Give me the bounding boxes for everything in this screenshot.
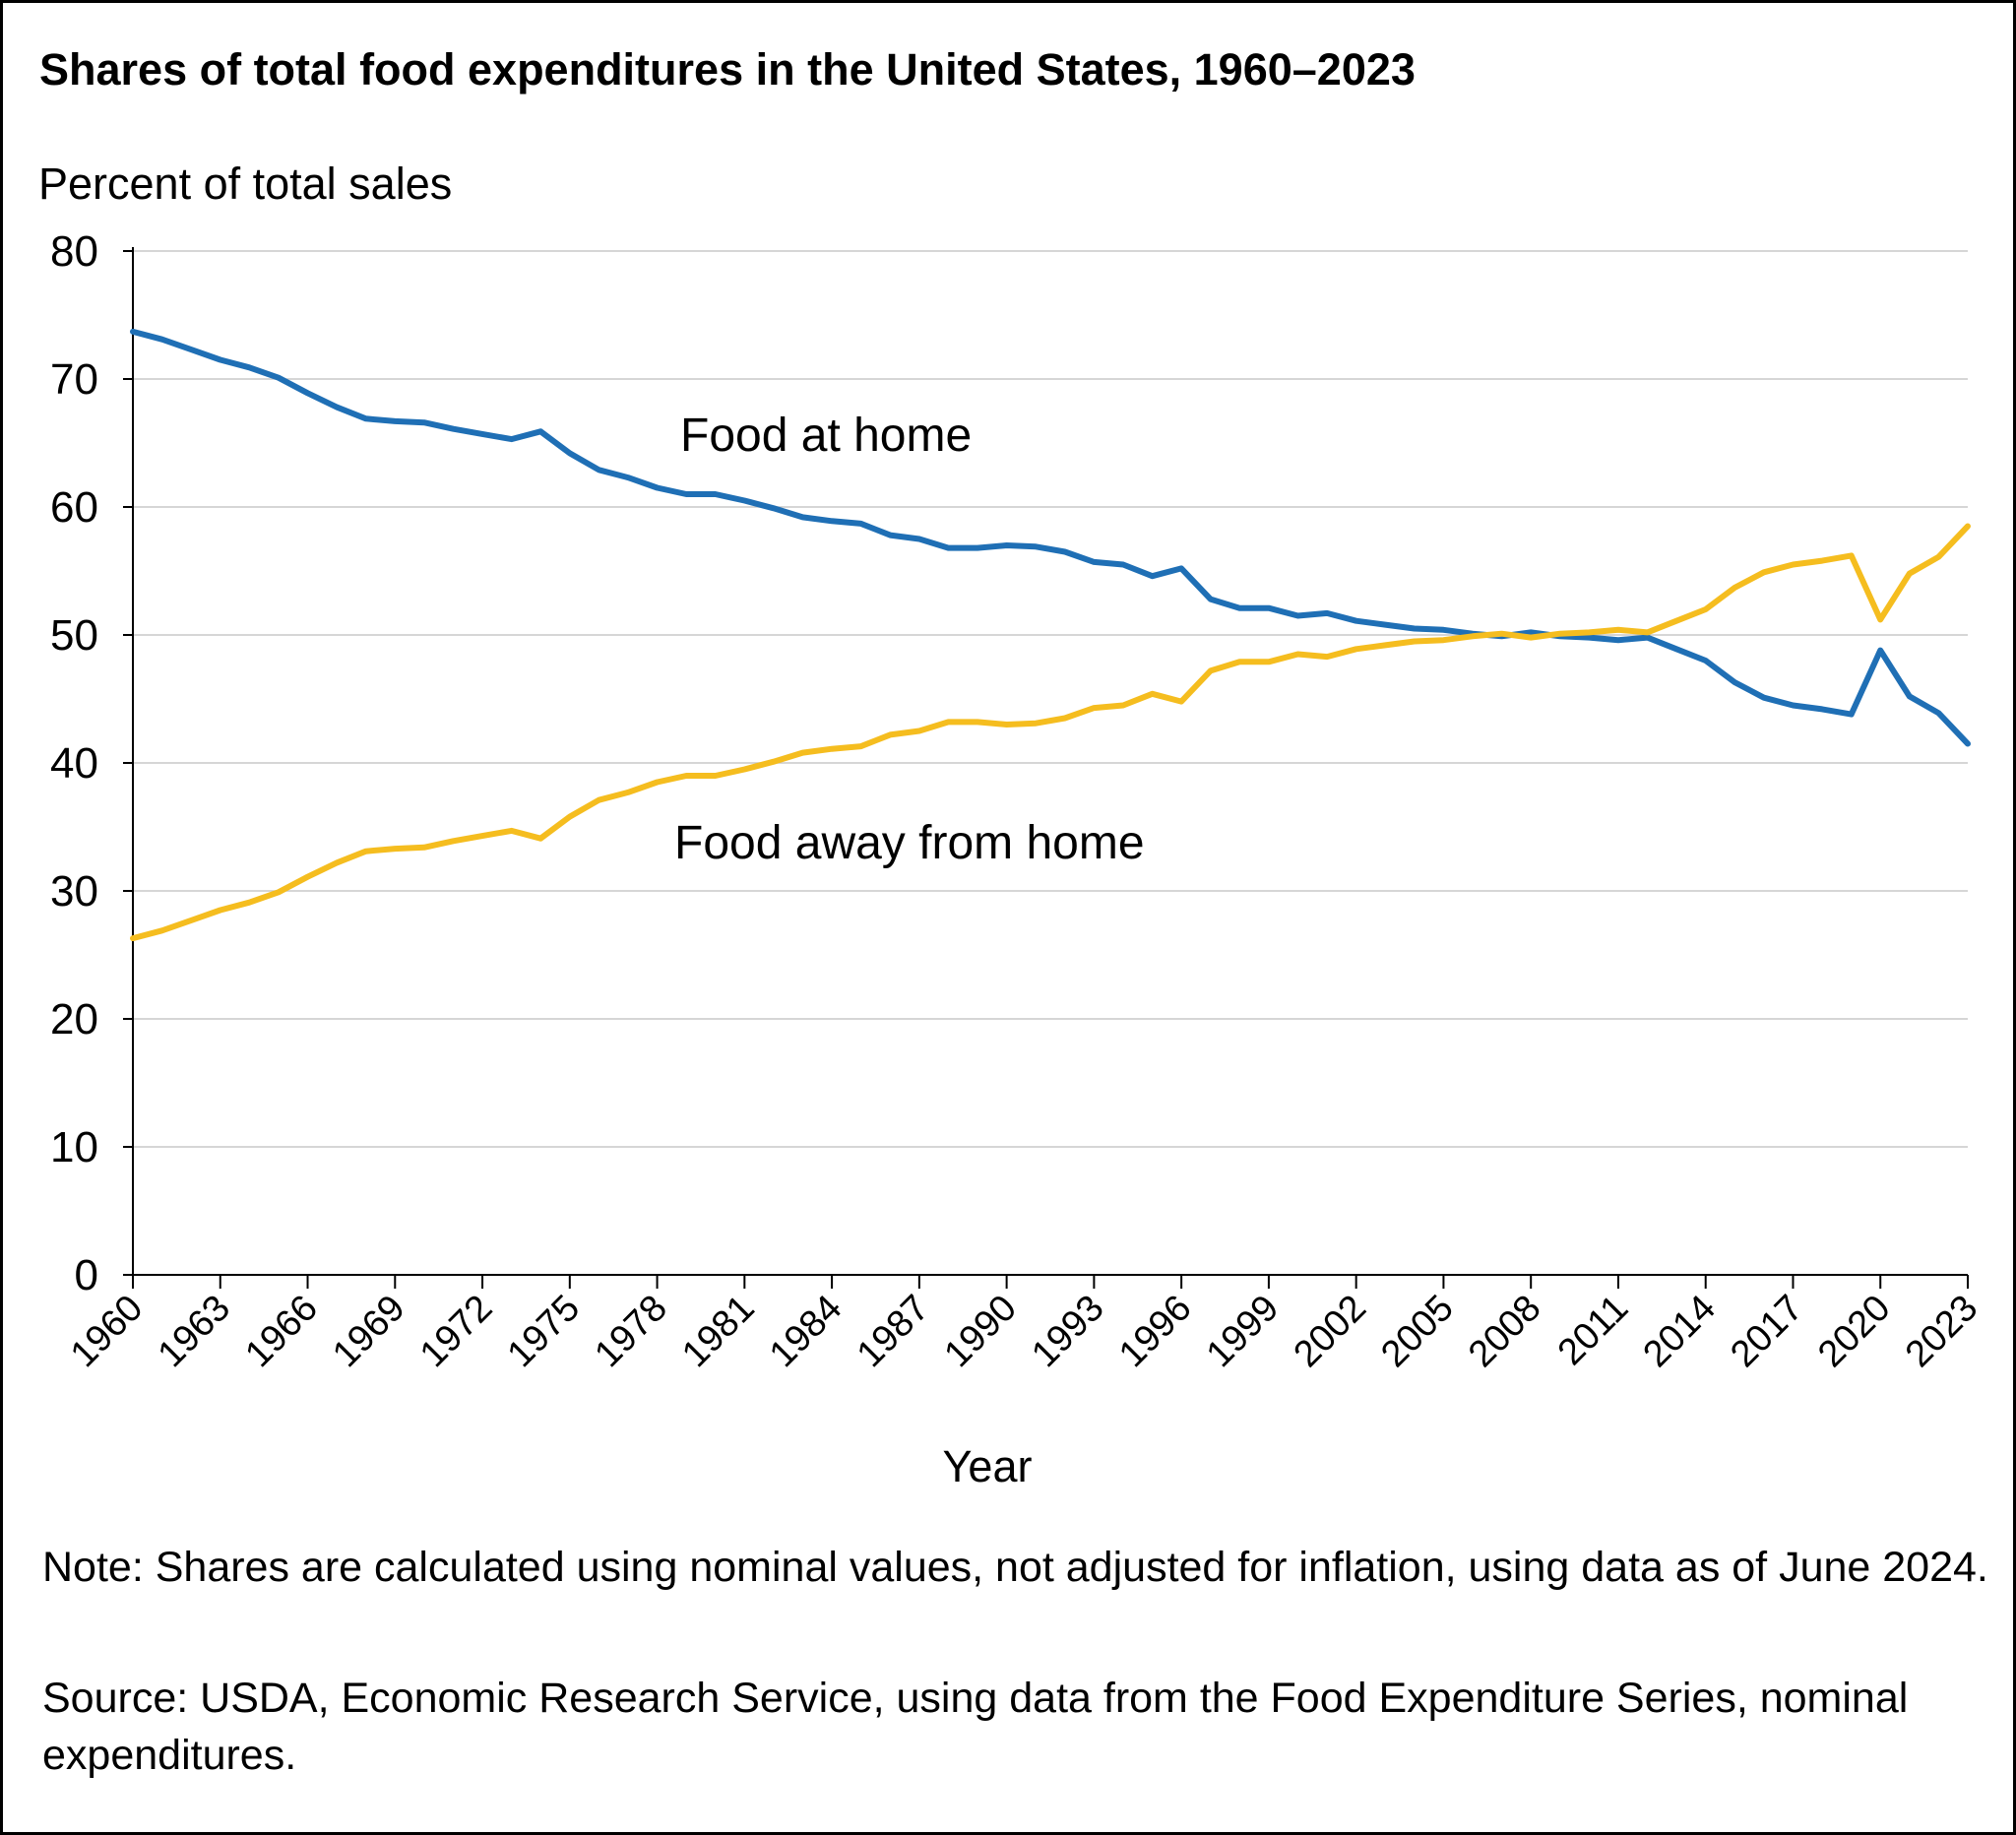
x-tick-label: 2014 xyxy=(1636,1288,1724,1375)
y-axis-label: Percent of total sales xyxy=(38,158,452,209)
x-tick-label: 1993 xyxy=(1024,1288,1111,1375)
x-tick-label: 1960 xyxy=(63,1288,151,1375)
x-tick-label: 2011 xyxy=(1550,1288,1636,1373)
x-axis-label: Year xyxy=(943,1441,1033,1491)
x-tick-label: 1987 xyxy=(850,1288,937,1375)
chart-source: Source: USDA, Economic Research Service,… xyxy=(42,1675,1909,1779)
x-tick-label: 1963 xyxy=(151,1288,238,1375)
x-tick-label: 2002 xyxy=(1287,1288,1374,1375)
series-label-food-at-home: Food at home xyxy=(680,410,972,462)
x-tick-label: 1996 xyxy=(1111,1288,1199,1375)
y-tick-label: 10 xyxy=(50,1123,98,1171)
gridlines xyxy=(133,250,1968,1148)
line-chart: Shares of total food expenditures in the… xyxy=(38,44,1985,1491)
series-line-food-at-home xyxy=(130,328,1971,747)
x-tick-label: 1975 xyxy=(500,1288,588,1375)
y-tick-label: 40 xyxy=(50,739,98,788)
chart-title: Shares of total food expenditures in the… xyxy=(39,44,1416,95)
series-lines xyxy=(130,328,1971,942)
x-tick-label: 1984 xyxy=(762,1288,850,1375)
x-tick-label: 2005 xyxy=(1373,1288,1461,1375)
y-tick-label: 70 xyxy=(50,355,98,404)
series-label-food-away-from-home: Food away from home xyxy=(674,817,1145,869)
y-tick-label: 50 xyxy=(50,611,98,660)
chart-note: Note: Shares are calculated using nomina… xyxy=(42,1544,1988,1591)
y-tick-label: 0 xyxy=(75,1251,98,1299)
series-line-food-away-from-home xyxy=(130,523,1971,942)
x-tick-label: 2008 xyxy=(1461,1288,1548,1375)
x-tick-label: 1990 xyxy=(937,1288,1025,1375)
x-tick-label: 1999 xyxy=(1199,1288,1287,1375)
x-tick-label: 2017 xyxy=(1723,1288,1810,1375)
x-tick-label: 1969 xyxy=(325,1288,412,1375)
x-tick-label: 2023 xyxy=(1898,1288,1985,1375)
y-tick-label: 20 xyxy=(50,995,98,1044)
x-tick-label: 1966 xyxy=(237,1288,325,1375)
y-tick-label: 80 xyxy=(50,227,98,276)
y-tick-label: 60 xyxy=(50,483,98,532)
x-tick-label: 1972 xyxy=(412,1288,500,1375)
y-tick-label: 30 xyxy=(50,867,98,916)
x-tick-label: 1978 xyxy=(587,1288,674,1375)
x-tick-label: 2020 xyxy=(1810,1288,1898,1375)
x-tick-label: 1981 xyxy=(674,1288,762,1375)
